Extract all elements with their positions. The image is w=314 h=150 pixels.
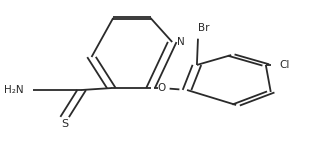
Text: N: N xyxy=(177,37,185,47)
Text: O: O xyxy=(158,83,166,93)
Text: H₂N: H₂N xyxy=(4,85,24,95)
Text: Br: Br xyxy=(198,23,210,33)
Text: S: S xyxy=(61,119,68,129)
Text: Cl: Cl xyxy=(279,60,290,70)
